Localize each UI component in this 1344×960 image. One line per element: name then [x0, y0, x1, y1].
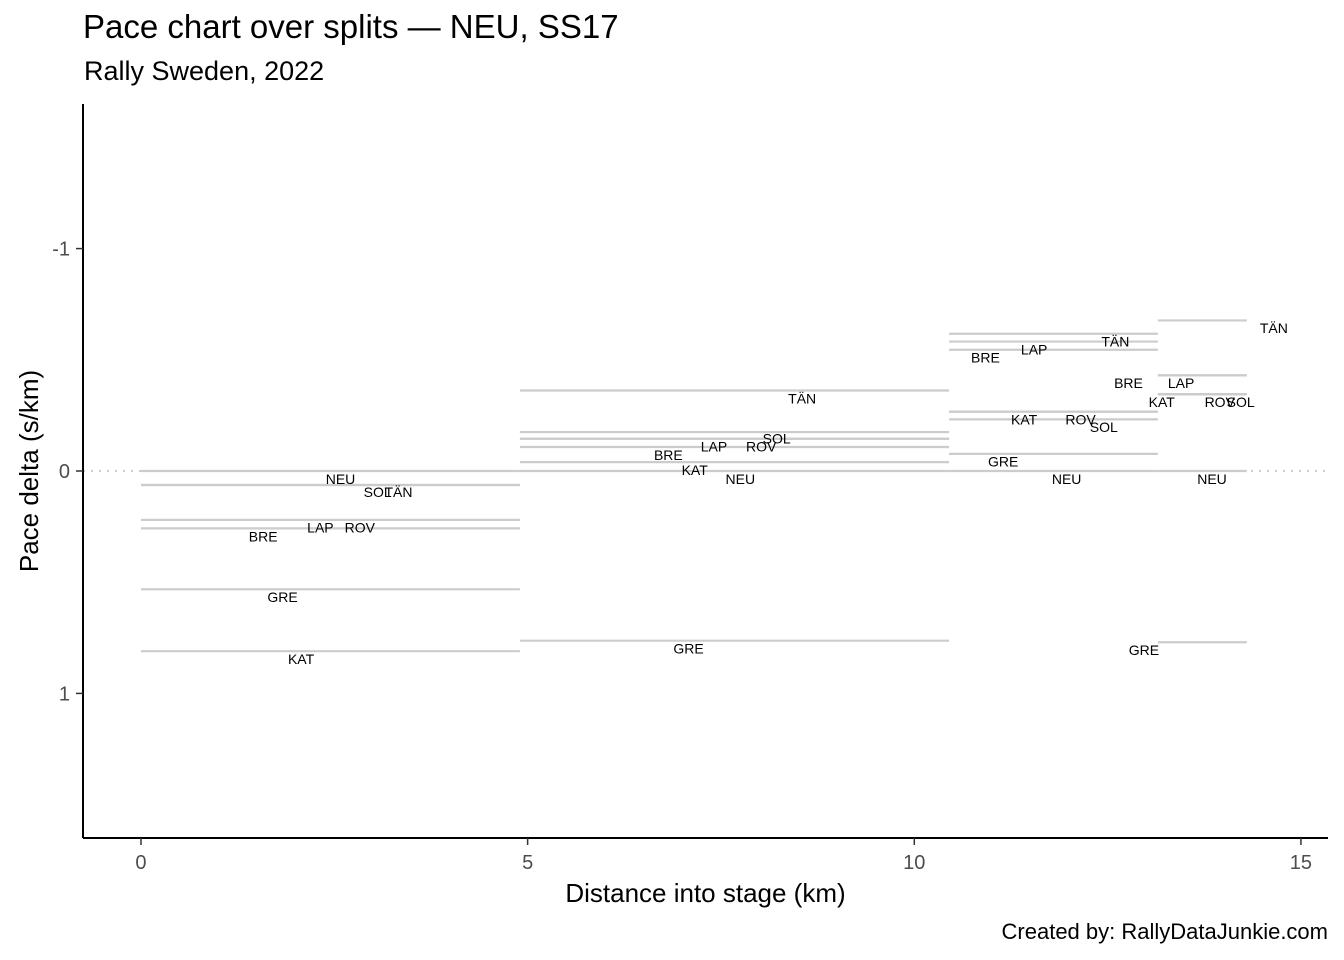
driver-label-neu: NEU: [726, 471, 756, 487]
driver-label-gre: GRE: [267, 589, 297, 605]
x-tick-label: 15: [1290, 852, 1312, 874]
driver-label-tän: TÄN: [1101, 334, 1129, 350]
driver-label-rov: ROV: [1205, 394, 1236, 410]
driver-label-lap: LAP: [701, 439, 727, 455]
driver-label-lap: LAP: [307, 520, 333, 536]
driver-label-sol: SOL: [763, 431, 791, 447]
driver-label-gre: GRE: [673, 640, 703, 656]
driver-label-neu: NEU: [326, 471, 356, 487]
y-tick-label: 0: [59, 461, 70, 483]
driver-label-gre: GRE: [1129, 642, 1159, 658]
driver-label-sol: SOL: [364, 484, 392, 500]
driver-label-sol: SOL: [1227, 394, 1255, 410]
y-tick-label: 1: [59, 683, 70, 705]
y-tick-label: -1: [52, 239, 70, 261]
chart-title: Pace chart over splits — NEU, SS17: [83, 8, 619, 45]
driver-label-rov: ROV: [345, 520, 376, 536]
driver-label-neu: NEU: [1197, 471, 1227, 487]
x-tick-label: 5: [522, 852, 533, 874]
driver-label-sol: SOL: [1090, 419, 1118, 435]
driver-label-bre: BRE: [654, 447, 683, 463]
axes-layer: 0 5 10 15 -1 0 1: [52, 104, 1328, 874]
driver-label-lap: LAP: [1021, 341, 1047, 357]
driver-label-kat: KAT: [1149, 394, 1176, 410]
y-axis-title: Pace delta (s/km): [14, 370, 44, 572]
driver-label-rov: ROV: [1065, 411, 1096, 427]
driver-label-kat: KAT: [682, 462, 709, 478]
driver-label-neu: NEU: [1052, 471, 1082, 487]
x-tick-label: 0: [135, 852, 146, 874]
x-tick-label: 10: [903, 852, 925, 874]
chart-subtitle: Rally Sweden, 2022: [84, 56, 325, 86]
labels-layer: NEUSOLTÄNROVLAPBREGREKATTÄNSOLROVLAPBREK…: [249, 320, 1288, 667]
driver-label-kat: KAT: [1011, 411, 1038, 427]
driver-label-lap: LAP: [1168, 375, 1194, 391]
driver-label-bre: BRE: [1114, 375, 1143, 391]
driver-label-bre: BRE: [249, 529, 278, 545]
driver-label-rov: ROV: [746, 439, 777, 455]
driver-label-bre: BRE: [971, 350, 1000, 366]
segments-layer: [83, 319, 1328, 653]
chart-caption: Created by: RallyDataJunkie.com: [1001, 919, 1328, 944]
driver-label-tän: TÄN: [788, 390, 816, 406]
driver-label-gre: GRE: [988, 454, 1018, 470]
driver-label-tän: TÄN: [385, 484, 413, 500]
x-axis-title: Distance into stage (km): [565, 878, 845, 908]
driver-label-tän: TÄN: [1260, 320, 1288, 336]
driver-label-kat: KAT: [288, 651, 315, 667]
